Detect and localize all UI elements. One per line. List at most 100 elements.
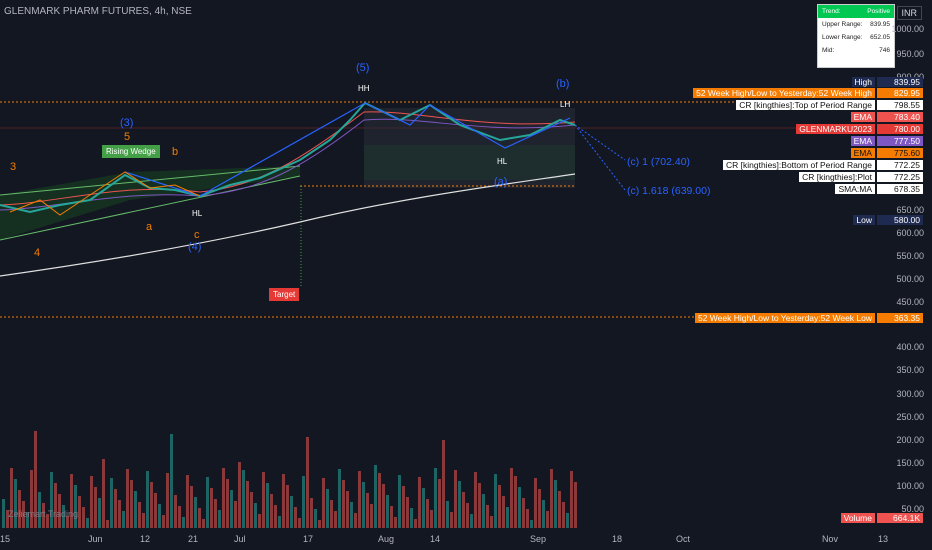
time-axis-label: 21 — [188, 534, 199, 544]
mid-label: Mid: — [822, 47, 835, 54]
wave-a-orange: a — [146, 221, 153, 233]
price-tag: Volume 664.1K — [838, 512, 926, 524]
price-tag-value: 772.25 — [877, 160, 923, 170]
price-axis-label: 450.00 — [896, 297, 924, 307]
price-tag-value: 580.00 — [877, 215, 923, 225]
price-tag: 52 Week High/Low to Yesterday:52 Week Lo… — [692, 312, 926, 324]
price-axis-label: 650.00 — [896, 205, 924, 215]
price-tag: EMA 775.60 — [848, 147, 926, 159]
volume-bars — [2, 431, 577, 528]
price-axis-label: 200.00 — [896, 435, 924, 445]
hl-label-2: HL — [497, 157, 508, 166]
lower-value: 652.05 — [870, 34, 890, 41]
hh-label: HH — [358, 84, 370, 93]
hl-label-1: HL — [192, 209, 203, 218]
wave-4-blue: (4) — [188, 241, 202, 253]
time-axis-label: 15 — [0, 534, 11, 544]
price-tag-value: 664.1K — [877, 513, 923, 523]
time-axis-label: Aug — [378, 534, 395, 544]
trend-label: Trend: — [822, 8, 841, 15]
c-1-projection: (c) 1 (702.40) — [627, 156, 691, 168]
price-tag-label: SMA:MA — [835, 184, 875, 194]
time-axis-label: Sep — [530, 534, 547, 544]
rising-wedge-label: Rising Wedge — [102, 145, 160, 158]
time-axis-label: Jun — [88, 534, 103, 544]
price-tag: EMA 783.40 — [848, 111, 926, 123]
price-tag: CR [kingthies]:Top of Period Range 798.55 — [733, 99, 926, 111]
trend-value: Positive — [867, 8, 890, 15]
wave-c-orange: c — [194, 229, 200, 241]
price-tag: GLENMARKU2023 780.00 — [793, 123, 926, 135]
chart-title: GLENMARK PHARM FUTURES, 4h, NSE — [4, 6, 192, 17]
price-tag-value: 777.50 — [877, 136, 923, 146]
wave-b-orange: b — [172, 146, 179, 158]
price-tag-value: 798.55 — [877, 100, 923, 110]
price-tag-value: 783.40 — [877, 112, 923, 122]
price-axis-label: 100.00 — [896, 481, 924, 491]
price-tag: EMA 777.50 — [848, 135, 926, 147]
lh-label: LH — [560, 100, 571, 109]
upper-label: Upper Range: — [822, 21, 863, 28]
price-tag-value: 780.00 — [877, 124, 923, 134]
target-label: Target — [269, 288, 300, 301]
price-tag: CR [kingthies]:Bottom of Period Range 772… — [720, 159, 926, 171]
time-axis-label: 13 — [878, 534, 889, 544]
time-axis-label: 18 — [612, 534, 623, 544]
price-axis-label: 250.00 — [896, 412, 924, 422]
lower-label: Lower Range: — [822, 34, 863, 41]
price-tag-label: 52 Week High/Low to Yesterday:52 Week Lo… — [694, 313, 875, 323]
watermark: Zeliemart Trading — [8, 509, 79, 519]
price-tag-label: CR [kingthies]:Plot — [799, 172, 875, 182]
wave-b-blue: (b) — [556, 78, 570, 90]
price-tag-value: 839.95 — [877, 77, 923, 87]
price-tag: Low 580.00 — [850, 214, 926, 226]
price-tag-label: Low — [853, 215, 875, 225]
price-tag: High 839.95 — [849, 76, 926, 88]
price-tag-value: 829.95 — [877, 88, 923, 98]
upper-value: 839.95 — [870, 21, 890, 28]
price-axis-label: 550.00 — [896, 251, 924, 261]
wave-5-blue: (5) — [356, 62, 370, 74]
price-tag-label: EMA — [850, 136, 875, 146]
price-tag-value: 363.35 — [877, 313, 923, 323]
time-axis-label: Nov — [822, 534, 839, 544]
time-axis-label: 12 — [140, 534, 151, 544]
price-axis-label: 600.00 — [896, 228, 924, 238]
price-tag-label: 52 Week High/Low to Yesterday:52 Week Hi… — [693, 88, 875, 98]
wave-4-orange: 4 — [34, 247, 41, 259]
currency-badge[interactable]: INR — [896, 6, 922, 20]
wave-3-blue: (3) — [120, 117, 134, 129]
price-axis-label: 1000.00 — [891, 24, 924, 34]
price-tag-value: 678.35 — [877, 184, 923, 194]
price-axis-label: 150.00 — [896, 458, 924, 468]
price-tag-label: Volume — [840, 513, 875, 523]
price-axis-label: 950.00 — [896, 49, 924, 59]
price-tag: 52 Week High/Low to Yesterday:52 Week Hi… — [690, 87, 926, 99]
price-tag-label: CR [kingthies]:Top of Period Range — [736, 100, 875, 110]
price-axis-label: 50.00 — [901, 504, 924, 514]
price-axis-label: 400.00 — [896, 342, 924, 352]
price-tag-label: GLENMARKU2023 — [796, 124, 875, 134]
time-axis-label: 14 — [430, 534, 441, 544]
trend-infobox: Trend: Positive Upper Range: 839.95 Lower … — [817, 4, 895, 68]
time-axis-label: Oct — [676, 534, 691, 544]
mid-value: 746 — [879, 47, 890, 54]
wave-5-orange: 5 — [124, 131, 131, 143]
wave-a-blue: (a) — [494, 176, 508, 188]
price-tag-label: EMA — [850, 112, 875, 122]
price-tag-label: High — [851, 77, 875, 87]
price-tag-label: CR [kingthies]:Bottom of Period Range — [723, 160, 875, 170]
price-tag-label: EMA — [850, 148, 875, 158]
price-tag-value: 775.60 — [877, 148, 923, 158]
price-axis-label: 350.00 — [896, 365, 924, 375]
time-axis-label: 17 — [303, 534, 314, 544]
c-1618-projection: (c) 1.618 (639.00) — [627, 185, 711, 197]
wave-3-orange: 3 — [10, 161, 17, 173]
time-axis-label: Jul — [234, 534, 246, 544]
price-tag-value: 772.25 — [877, 172, 923, 182]
price-tag: SMA:MA 678.35 — [832, 183, 926, 195]
price-tag: CR [kingthies]:Plot 772.25 — [796, 171, 926, 183]
price-axis-label: 300.00 — [896, 389, 924, 399]
price-axis-label: 500.00 — [896, 274, 924, 284]
